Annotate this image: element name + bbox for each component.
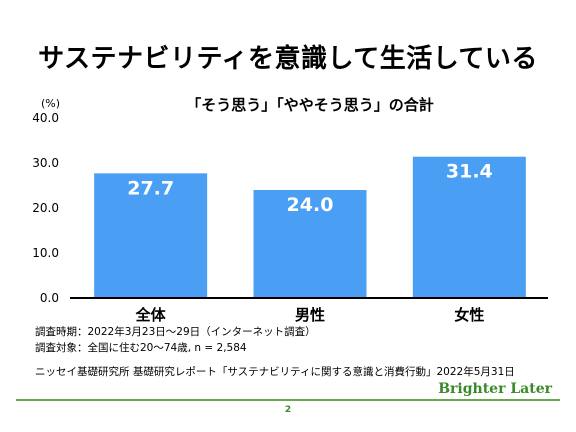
source-note: ニッセイ基礎研究所 基礎研究レポート「サステナビリティに関する意識と消費行動」2… (35, 366, 515, 378)
y-axis-unit: (%) (41, 97, 61, 110)
slide-title: サステナビリティを意識して生活している (38, 44, 538, 74)
chart-title: 「そう思う」「ややそう思う」の合計 (186, 96, 434, 114)
survey-period-note: 調査時期：2022年3月23日～29日（インターネット調査） (35, 326, 316, 338)
survey-notes: 調査時期：2022年3月23日～29日（インターネット調査） 調査対象：全国に住… (35, 324, 316, 356)
y-tick-label: 0.0 (40, 291, 59, 305)
x-category-label: 男性 (295, 306, 325, 324)
bar-data-label: 31.4 (446, 161, 493, 183)
brand-logo-text: Brighter Later (438, 381, 552, 397)
x-category-label: 全体 (135, 306, 167, 324)
survey-target-note: 調査対象：全国に住む20～74歳, n = 2,584 (35, 342, 247, 354)
bar-3 (412, 156, 526, 298)
bar-2 (253, 190, 367, 298)
bar-data-label: 27.7 (127, 177, 174, 199)
bar-1 (94, 173, 208, 298)
y-tick-label: 40.0 (32, 111, 59, 125)
bar-data-label: 24.0 (287, 194, 334, 216)
y-tick-label: 20.0 (32, 201, 59, 215)
y-tick-label: 10.0 (32, 246, 59, 260)
footer-divider (16, 399, 560, 401)
x-category-label: 女性 (454, 306, 484, 324)
y-tick-label: 30.0 (32, 156, 59, 170)
page-number: 2 (284, 405, 292, 415)
